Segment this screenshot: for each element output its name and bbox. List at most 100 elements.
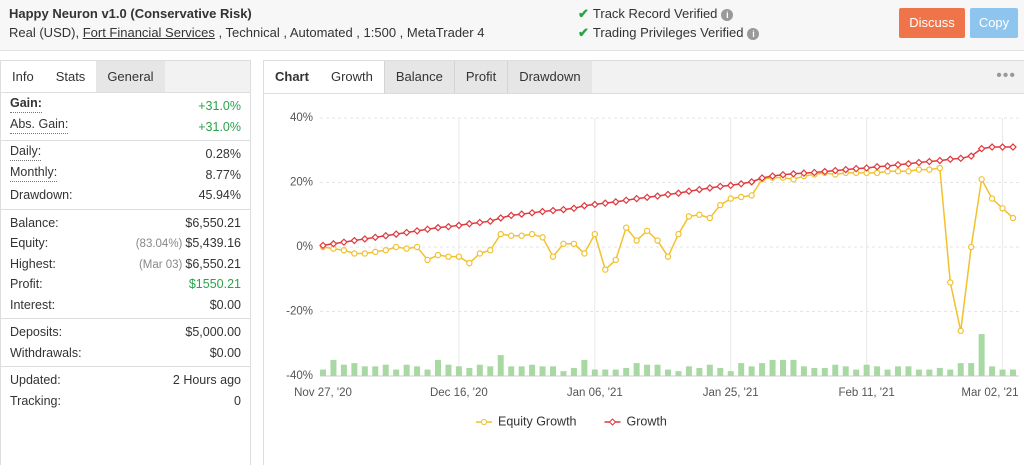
bar (487, 366, 494, 376)
point (675, 230, 682, 238)
tab[interactable]: Info (1, 61, 45, 92)
bar (435, 359, 441, 376)
stat-row: Abs. Gain: +31.0% (1, 117, 250, 138)
stat-value: +31.0% (198, 99, 241, 113)
chart-tab[interactable]: Growth (319, 61, 384, 93)
point (977, 144, 986, 153)
point (883, 162, 892, 170)
point (957, 327, 964, 335)
point (810, 168, 819, 177)
bar (414, 366, 421, 376)
bar (550, 366, 556, 376)
bar (884, 369, 891, 376)
stat-group: Gain: +31.0% Abs. Gain: +31.0% (1, 93, 250, 141)
point (601, 199, 610, 207)
bar (957, 363, 964, 376)
chart-tab[interactable]: Balance (383, 61, 454, 93)
point (466, 259, 473, 267)
stat-group: Balance: $6,550.21 Equity: (83.04%) $5,439.1… (1, 210, 250, 319)
point (528, 208, 536, 217)
point (998, 143, 1007, 151)
stat-label: Interest: (10, 297, 56, 312)
point (340, 238, 348, 247)
point (549, 206, 557, 215)
stat-value-wrap: (83.04%) $5,439.16 (136, 233, 241, 254)
point (685, 187, 693, 196)
stat-label: Drawdown: (10, 188, 73, 202)
broker-link[interactable]: Fort Financial Services (82, 25, 215, 40)
discuss-button[interactable]: Discuss (899, 8, 965, 38)
stat-value: $1550.21 (188, 277, 241, 291)
point (915, 166, 923, 173)
stat-value: $0.00 (209, 345, 241, 360)
bar (476, 364, 483, 376)
point (737, 179, 746, 188)
bar (989, 366, 996, 376)
point (915, 158, 923, 167)
point (1009, 143, 1017, 151)
bar (466, 367, 473, 376)
bar (727, 371, 734, 376)
stat-value: 0.28% (205, 147, 241, 161)
point (372, 248, 379, 256)
point (664, 253, 672, 260)
point (329, 239, 338, 248)
point (1009, 214, 1017, 222)
point (779, 170, 787, 179)
stat-value-wrap: $5,000.00 (185, 322, 241, 343)
legend-label[interactable]: Growth (627, 414, 667, 428)
bar (591, 369, 598, 376)
stat-note: (Mar 03) (138, 258, 183, 271)
bar (706, 364, 713, 376)
point (706, 214, 714, 222)
chart-tab[interactable]: Drawdown (507, 61, 592, 93)
point (999, 205, 1006, 212)
point (800, 169, 808, 177)
bar (800, 366, 807, 376)
point (695, 185, 704, 194)
tab[interactable]: General (96, 61, 165, 92)
stat-value: $6,550.21 (185, 256, 241, 271)
stat-row: Interest: $0.00 (1, 295, 250, 316)
stat-value: $0.00 (209, 297, 241, 312)
stat-label: Abs. Gain: (10, 117, 69, 134)
point (340, 247, 348, 254)
menu[interactable]: ••• (996, 67, 1016, 84)
point (455, 253, 463, 260)
bar (372, 366, 379, 376)
point (455, 221, 463, 230)
stat-label: Profit: (10, 277, 43, 291)
point (591, 230, 599, 238)
chart-tab[interactable]: Profit (453, 61, 508, 93)
bar (508, 366, 515, 376)
point (465, 219, 474, 228)
chart-tabs: Chart Growth Balance Profit Drawdown (264, 61, 1024, 94)
point (497, 230, 504, 238)
stats: Gain: +31.0% Abs. Gain: +31.0% Daily: 0.28% Mo… (1, 93, 250, 414)
bar (926, 369, 933, 376)
bar (581, 359, 588, 376)
point (590, 200, 599, 209)
legend-label[interactable]: Equity Growth (498, 414, 577, 428)
point (946, 155, 955, 164)
bar (696, 367, 703, 376)
copy-button[interactable]: Copy (970, 8, 1018, 38)
bar (570, 367, 577, 376)
stat-value-wrap: +31.0% (198, 96, 241, 117)
x-tick-label: Nov 27, '20 (294, 387, 352, 399)
point (424, 256, 431, 264)
point (361, 250, 369, 257)
point (873, 169, 881, 177)
bar (623, 367, 630, 376)
point (403, 245, 410, 252)
stat-value-wrap: $0.00 (210, 343, 241, 364)
point (611, 198, 620, 206)
bar (602, 369, 609, 376)
point (518, 232, 525, 239)
tab[interactable]: Stats (44, 61, 97, 92)
chart-tab[interactable]: Chart (264, 61, 320, 93)
point (392, 243, 400, 251)
bar (863, 364, 870, 376)
bar (675, 371, 682, 376)
bar (685, 366, 692, 376)
